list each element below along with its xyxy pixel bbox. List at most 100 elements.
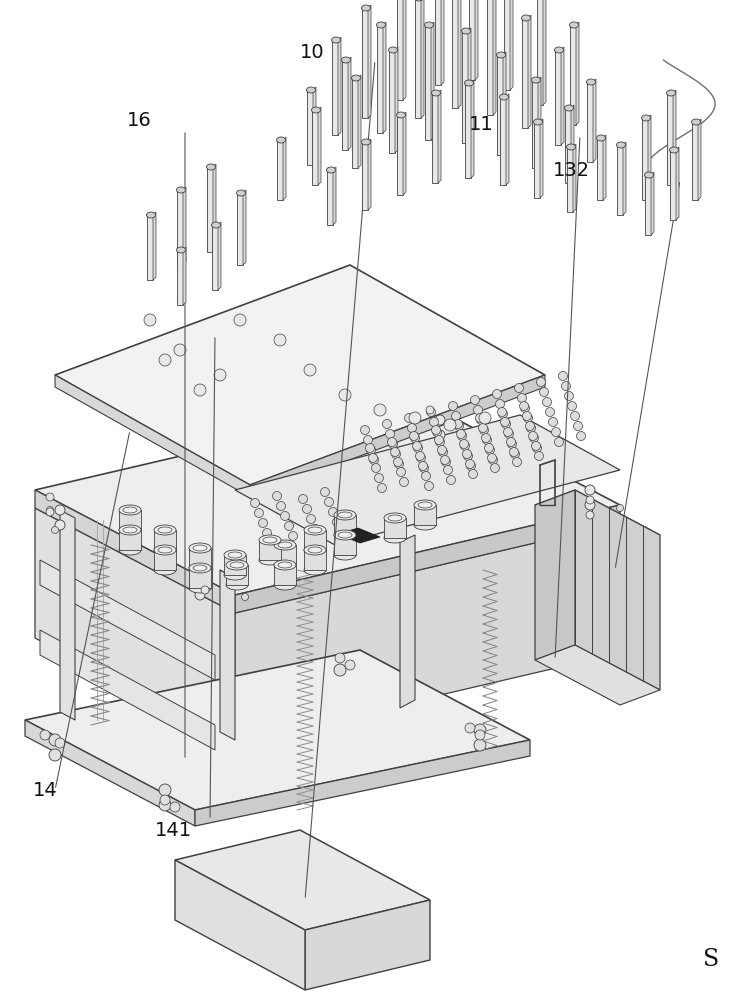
Circle shape (368, 454, 378, 462)
Circle shape (451, 412, 460, 420)
Polygon shape (383, 22, 386, 133)
Ellipse shape (274, 560, 296, 570)
Ellipse shape (307, 87, 316, 93)
Ellipse shape (154, 525, 176, 535)
Polygon shape (277, 140, 283, 200)
Ellipse shape (424, 22, 433, 28)
Polygon shape (154, 550, 176, 570)
Circle shape (360, 426, 369, 434)
Polygon shape (147, 215, 153, 280)
Ellipse shape (224, 550, 246, 560)
Circle shape (374, 404, 386, 416)
Polygon shape (441, 0, 444, 85)
Polygon shape (368, 139, 371, 210)
Ellipse shape (334, 530, 356, 540)
Polygon shape (570, 25, 576, 125)
Circle shape (474, 739, 486, 751)
Circle shape (274, 334, 286, 346)
Circle shape (371, 464, 381, 473)
Polygon shape (667, 93, 673, 185)
Polygon shape (334, 515, 356, 535)
Ellipse shape (396, 112, 405, 118)
Polygon shape (342, 60, 348, 150)
Circle shape (259, 518, 268, 528)
Circle shape (571, 412, 580, 420)
Circle shape (554, 438, 563, 446)
Circle shape (508, 440, 517, 448)
Ellipse shape (304, 545, 326, 555)
Polygon shape (493, 0, 496, 115)
Text: 132: 132 (553, 160, 590, 180)
Circle shape (46, 493, 54, 501)
Circle shape (383, 420, 392, 428)
Polygon shape (414, 505, 436, 525)
Circle shape (456, 430, 465, 438)
Circle shape (586, 511, 594, 519)
Ellipse shape (236, 190, 245, 196)
Circle shape (447, 476, 456, 485)
Polygon shape (503, 52, 506, 155)
Circle shape (214, 369, 226, 381)
Polygon shape (183, 187, 186, 265)
Polygon shape (538, 77, 541, 168)
Ellipse shape (351, 75, 360, 81)
Circle shape (304, 364, 316, 376)
Polygon shape (119, 530, 141, 550)
Circle shape (498, 408, 507, 416)
Circle shape (486, 446, 495, 454)
Polygon shape (438, 90, 441, 183)
Polygon shape (623, 142, 626, 215)
Circle shape (334, 664, 346, 676)
Polygon shape (452, 0, 458, 108)
Polygon shape (195, 740, 530, 826)
Circle shape (417, 454, 426, 462)
Circle shape (535, 452, 544, 460)
Circle shape (444, 419, 456, 431)
Circle shape (266, 538, 275, 548)
Circle shape (551, 428, 560, 436)
Polygon shape (55, 375, 250, 497)
Circle shape (487, 454, 496, 462)
Circle shape (532, 442, 541, 450)
Polygon shape (207, 167, 213, 252)
Circle shape (577, 432, 586, 440)
Ellipse shape (617, 142, 626, 148)
Circle shape (329, 508, 338, 516)
Ellipse shape (532, 77, 541, 83)
Polygon shape (304, 550, 326, 570)
Polygon shape (648, 115, 651, 200)
Polygon shape (175, 860, 305, 990)
Polygon shape (119, 510, 141, 530)
Circle shape (195, 590, 205, 600)
Circle shape (159, 799, 171, 811)
Ellipse shape (384, 513, 406, 523)
Ellipse shape (304, 565, 326, 575)
Circle shape (390, 448, 399, 456)
Text: 141: 141 (154, 820, 192, 840)
Polygon shape (332, 40, 338, 135)
Ellipse shape (177, 247, 186, 253)
Circle shape (466, 462, 475, 471)
Polygon shape (431, 22, 434, 140)
Polygon shape (471, 80, 474, 178)
Circle shape (471, 395, 480, 404)
Ellipse shape (644, 172, 653, 178)
Circle shape (501, 418, 510, 426)
Circle shape (462, 450, 472, 458)
Circle shape (422, 472, 430, 481)
Circle shape (170, 802, 180, 812)
Circle shape (477, 416, 486, 424)
Circle shape (284, 522, 293, 530)
Polygon shape (561, 47, 564, 145)
Circle shape (468, 470, 478, 479)
Ellipse shape (326, 167, 335, 173)
Polygon shape (358, 75, 361, 168)
Circle shape (47, 506, 53, 514)
Circle shape (511, 450, 520, 458)
Polygon shape (283, 137, 286, 200)
Ellipse shape (334, 550, 356, 560)
Circle shape (201, 586, 209, 594)
Polygon shape (213, 164, 216, 252)
Circle shape (413, 442, 422, 450)
Circle shape (435, 438, 444, 446)
